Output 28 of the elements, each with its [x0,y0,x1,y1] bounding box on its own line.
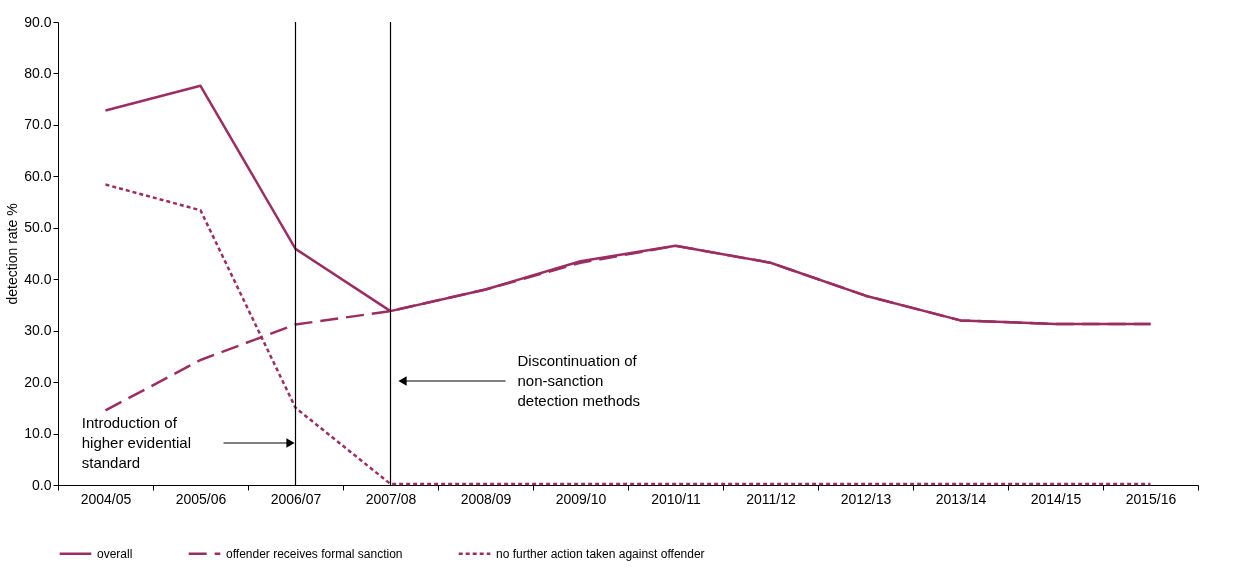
legend-label: overall [97,546,133,561]
x-tick-label: 2014/15 [1030,490,1082,507]
y-tick-label: 30.0 [24,322,52,339]
annotation: Discontinuation of non-sanction detection methods [517,352,641,409]
y-tick-label: 80.0 [24,64,52,81]
x-tick-label: 2006/07 [270,490,322,507]
annotation: Introduction of higher evidential standard [81,414,191,471]
y-tick-label: 70.0 [24,116,52,133]
y-tick-label: 40.0 [24,270,52,287]
x-tick-label: 2005/06 [175,490,227,507]
x-tick-label: 2008/09 [460,490,512,507]
legend-label: offender receives formal sanction [226,546,403,561]
y-axis-title: detection rate % [4,203,21,305]
y-tick-label: 50.0 [24,219,52,236]
legend-label: no further action taken against offender [496,546,705,561]
y-tick-label: 0.0 [32,476,52,493]
x-tick-label: 2007/08 [365,490,417,507]
y-tick-label: 10.0 [24,425,52,442]
x-tick-label: 2004/05 [80,490,132,507]
x-tick-label: 2009/10 [555,490,607,507]
y-tick-label: 60.0 [24,167,52,184]
x-tick-label: 2011/12 [746,490,796,507]
x-tick-label: 2013/14 [935,490,987,507]
x-tick-label: 2012/13 [840,490,892,507]
x-tick-label: 2010/11 [651,490,701,507]
y-tick-label: 20.0 [24,373,52,390]
y-tick-label: 90.0 [24,13,52,30]
x-tick-label: 2015/16 [1125,490,1177,507]
